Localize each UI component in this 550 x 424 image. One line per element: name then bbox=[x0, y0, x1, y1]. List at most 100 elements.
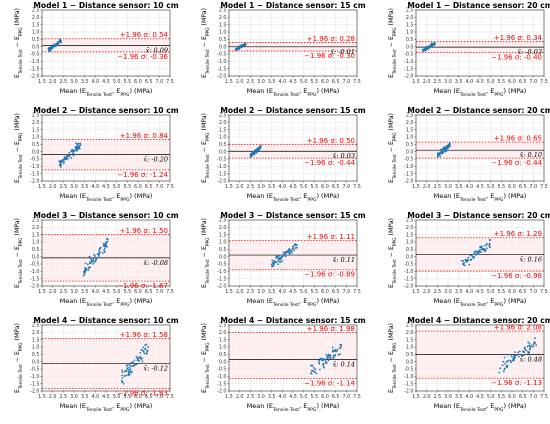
data-point bbox=[74, 146, 77, 149]
x-tick-label: 4.0 bbox=[279, 79, 287, 85]
x-tick-label: 4.5 bbox=[102, 289, 110, 295]
x-axis-label-part: Mean (E bbox=[434, 192, 460, 200]
x-tick-label: 4.0 bbox=[92, 289, 100, 295]
y-tick-label: -1.5 bbox=[30, 171, 39, 177]
data-point bbox=[502, 370, 505, 373]
x-tick-label: 6.5 bbox=[332, 79, 340, 85]
data-point bbox=[501, 364, 504, 367]
x-tick-label: 4.5 bbox=[476, 289, 484, 295]
y-tick-label: 0.0 bbox=[32, 254, 40, 260]
x-tick-label: 4.5 bbox=[476, 79, 484, 85]
y-axis-label-part: E bbox=[388, 179, 395, 183]
y-axis-label-part: − E bbox=[201, 246, 208, 259]
y-tick-label: 1.5 bbox=[219, 22, 227, 28]
data-point bbox=[126, 367, 129, 370]
y-axis-label-part: Tensile Test bbox=[205, 259, 211, 285]
data-point bbox=[59, 162, 62, 165]
data-point bbox=[63, 155, 66, 158]
data-point bbox=[52, 45, 55, 48]
x-axis-label-part: Mean (E bbox=[60, 297, 86, 305]
x-tick-label: 2.0 bbox=[236, 79, 244, 85]
y-tick-label: 1.5 bbox=[406, 232, 414, 238]
x-tick-label: 5.5 bbox=[124, 184, 132, 190]
x-tick-label: 7.0 bbox=[156, 394, 164, 400]
y-tick-label: 1.0 bbox=[32, 135, 40, 141]
y-tick-label: -0.5 bbox=[404, 367, 413, 373]
x-tick-label: 2.5 bbox=[247, 79, 255, 85]
x-tick-label: 3.5 bbox=[81, 79, 89, 85]
y-tick-label: -0.5 bbox=[404, 157, 413, 163]
y-axis-label-part: Tensile Test bbox=[392, 364, 398, 390]
data-point bbox=[479, 246, 481, 249]
x-axis-label-part: ) (MPa) bbox=[503, 297, 526, 305]
data-point bbox=[284, 255, 287, 258]
data-point bbox=[98, 251, 101, 254]
chart-title: Model 2 − Distance sensor: 20 cm bbox=[407, 106, 550, 115]
y-axis-label-part: Tensile Test bbox=[392, 259, 398, 285]
data-point bbox=[329, 354, 332, 357]
x-tick-label: 6.0 bbox=[134, 394, 142, 400]
x-axis-label-part: , E bbox=[486, 402, 494, 410]
x-tick-label: 3.0 bbox=[70, 184, 78, 190]
y-tick-label: 0.5 bbox=[219, 142, 227, 148]
y-axis-label-part: Tensile Test bbox=[18, 259, 24, 285]
data-point bbox=[105, 241, 108, 244]
data-point bbox=[485, 244, 488, 246]
x-axis-label-part: ) (MPa) bbox=[316, 192, 339, 200]
data-point bbox=[121, 377, 124, 379]
data-point bbox=[70, 157, 73, 159]
x-tick-label: 2.0 bbox=[423, 289, 431, 295]
data-point bbox=[290, 248, 293, 251]
data-point bbox=[478, 249, 481, 252]
data-point bbox=[332, 354, 335, 357]
data-point bbox=[251, 151, 254, 154]
x-tick-label: 7.5 bbox=[166, 289, 174, 295]
data-point bbox=[96, 256, 99, 259]
data-point bbox=[99, 246, 102, 249]
y-tick-label: -0.5 bbox=[30, 367, 39, 373]
x-axis-label-part: PPG bbox=[120, 302, 130, 308]
y-axis-label-part: E bbox=[388, 74, 395, 78]
x-tick-label: 2.0 bbox=[49, 289, 57, 295]
x-axis-label: Mean (ETensile Test, EPPG) (MPa) bbox=[434, 87, 527, 98]
data-point bbox=[77, 145, 80, 148]
x-tick-label: 1.5 bbox=[38, 184, 46, 190]
data-point bbox=[315, 372, 318, 375]
y-tick-label: -1.0 bbox=[30, 374, 39, 380]
x-tick-label: 7.5 bbox=[540, 289, 548, 295]
mean-label: x̄: 0.10 bbox=[520, 151, 542, 159]
y-tick-label: 0.5 bbox=[32, 142, 40, 148]
y-axis-label-part: PPG bbox=[392, 27, 398, 36]
y-tick-label: -1.0 bbox=[30, 269, 39, 275]
x-tick-label: 6.5 bbox=[145, 184, 153, 190]
upper-loa-label: +1.96 σ: 1.11 bbox=[307, 233, 355, 241]
data-point bbox=[76, 144, 79, 146]
data-point bbox=[272, 263, 275, 266]
data-point bbox=[499, 367, 502, 370]
data-point bbox=[130, 361, 133, 364]
data-point bbox=[503, 356, 506, 359]
chart-panel-2: Model 1 − Distance sensor: 15 cm +1.96 σ:… bbox=[201, 1, 366, 98]
x-axis-label: Mean (ETensile Test, EPPG) (MPa) bbox=[247, 402, 340, 413]
x-axis-label-part: ) (MPa) bbox=[129, 87, 152, 95]
x-tick-label: 5.5 bbox=[498, 184, 506, 190]
lower-loa-label: −1.96 σ: -1.67 bbox=[117, 282, 168, 290]
data-point bbox=[62, 162, 65, 165]
data-point bbox=[506, 364, 509, 367]
chart-panel-11: Model 4 − Distance sensor: 15 cm+1.96 σ:… bbox=[201, 316, 366, 413]
data-point bbox=[79, 144, 82, 147]
data-point bbox=[430, 42, 433, 45]
y-tick-label: 0.0 bbox=[32, 359, 40, 365]
y-tick-label: 1.0 bbox=[219, 30, 227, 36]
data-point bbox=[466, 260, 468, 263]
y-axis-label-part: Tensile Test bbox=[205, 364, 211, 390]
x-tick-label: 7.0 bbox=[156, 184, 164, 190]
data-point bbox=[509, 361, 512, 363]
y-tick-label: -1.5 bbox=[404, 66, 413, 72]
x-tick-label: 5.0 bbox=[300, 79, 308, 85]
chart-title: Model 2 − Distance sensor: 10 cm bbox=[33, 106, 178, 115]
y-tick-label: 1.5 bbox=[219, 127, 227, 133]
upper-loa-label: +1.96 σ: 2.08 bbox=[494, 324, 542, 332]
data-point bbox=[314, 371, 316, 374]
x-tick-label: 4.0 bbox=[279, 394, 287, 400]
